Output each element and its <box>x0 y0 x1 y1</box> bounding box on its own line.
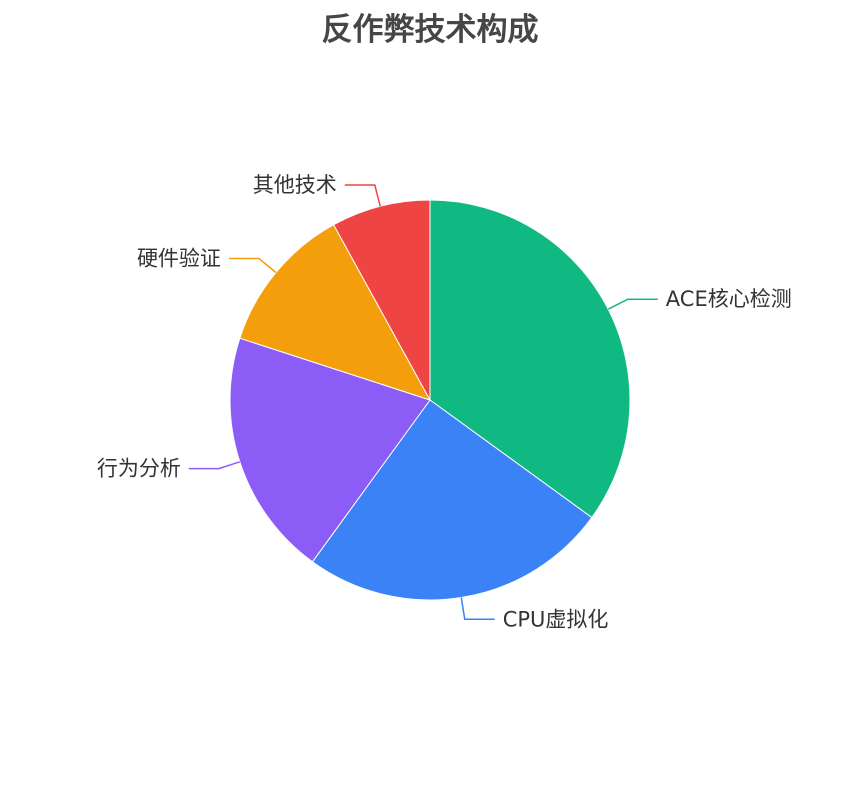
label-line-3 <box>228 257 277 274</box>
pie-slice-4[interactable] <box>332 199 431 401</box>
slice-label-4: 其他技术 <box>253 173 337 197</box>
chart-title: 反作弊技术构成 <box>321 12 539 48</box>
label-line-2 <box>188 461 241 470</box>
pie-slice-2[interactable] <box>229 337 431 563</box>
label-line-4 <box>344 184 381 207</box>
pie-slice-1[interactable] <box>311 399 593 601</box>
slice-label-2: 行为分析 <box>97 457 181 481</box>
pie-slice-0[interactable] <box>429 199 631 519</box>
label-line-1 <box>460 597 495 621</box>
slice-label-0: ACE核心检测 <box>666 287 792 311</box>
pie-slice-3[interactable] <box>239 224 432 401</box>
label-line-0 <box>607 298 658 310</box>
slice-label-1: CPU虚拟化 <box>503 607 609 631</box>
slice-label-3: 硬件验证 <box>137 246 221 270</box>
